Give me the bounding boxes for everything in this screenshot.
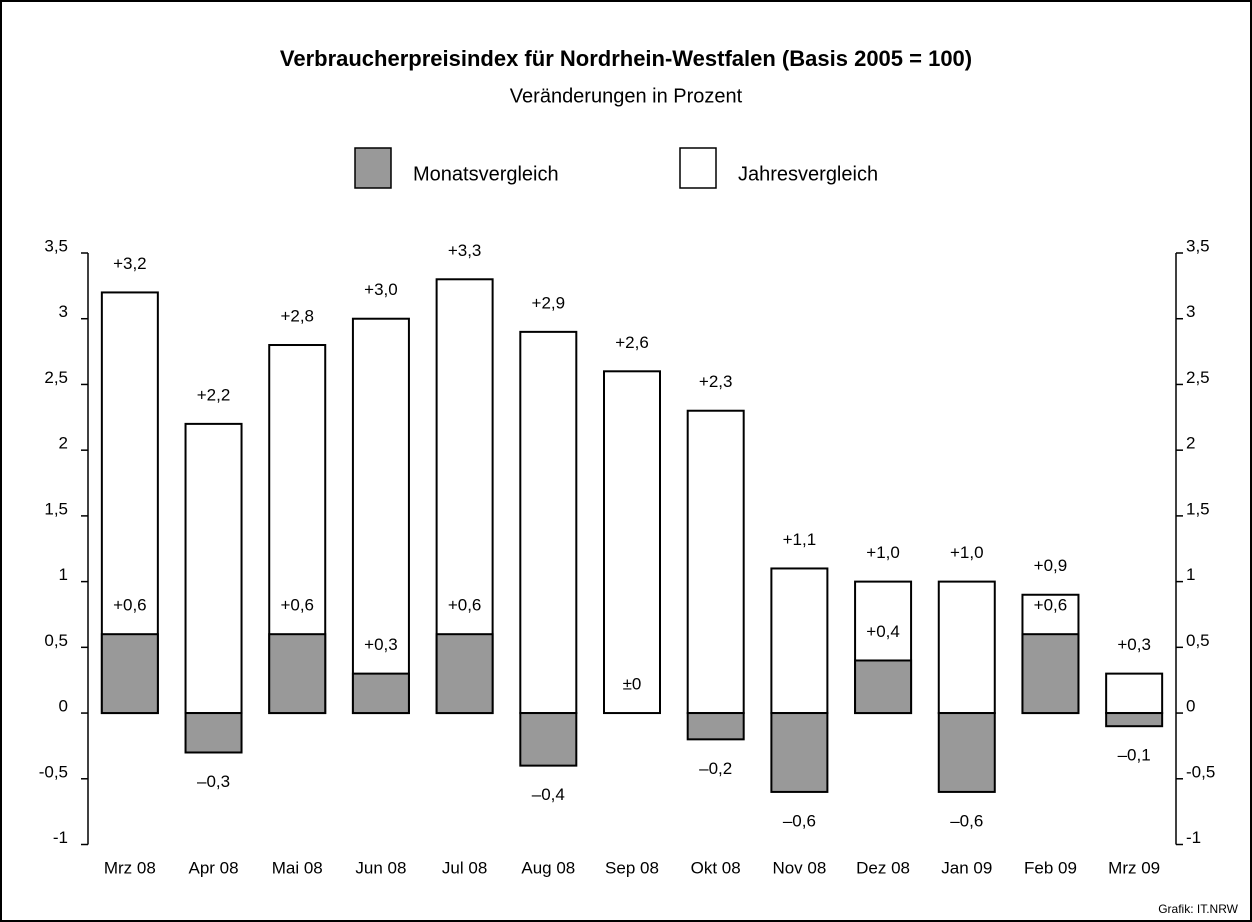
y-tick-label: 1,5 <box>44 499 68 518</box>
legend-label: Jahresvergleich <box>738 163 878 185</box>
value-label: ±0 <box>623 675 642 694</box>
bar <box>100 633 159 715</box>
bar <box>770 712 829 793</box>
value-label: +2,6 <box>615 333 649 352</box>
x-tick-label: Apr 08 <box>188 858 238 877</box>
bar <box>686 712 745 741</box>
value-label: +2,8 <box>280 306 314 325</box>
x-tick-label: Sep 08 <box>605 858 659 877</box>
x-tick-label: Mai 08 <box>272 858 323 877</box>
bar <box>184 712 243 754</box>
x-tick-label: Mrz 08 <box>104 858 156 877</box>
legend-swatch <box>679 147 717 189</box>
y-tick-label: 0,5 <box>44 631 68 650</box>
bar <box>1021 633 1080 715</box>
y-tick-label: 2 <box>59 434 68 453</box>
y2-tick-label: 1,5 <box>1186 499 1210 518</box>
y-tick-label: 2,5 <box>44 368 68 387</box>
bar <box>351 317 410 715</box>
y2-tick-label: 0,5 <box>1186 631 1210 650</box>
legend-swatch <box>354 147 392 189</box>
value-label: +3,0 <box>364 280 398 299</box>
bar <box>519 330 578 715</box>
y-tick-label: 1 <box>59 565 68 584</box>
value-label: +1,0 <box>866 543 900 562</box>
value-label: –0,4 <box>532 785 565 804</box>
value-label: +0,6 <box>448 596 482 615</box>
value-label: +3,2 <box>113 254 147 273</box>
bar <box>351 672 410 715</box>
value-label: –0,6 <box>950 811 983 830</box>
value-label: –0,3 <box>197 772 230 791</box>
value-label: +0,3 <box>1117 635 1151 654</box>
y2-tick-label: -0,5 <box>1186 762 1215 781</box>
x-tick-label: Jul 08 <box>442 858 487 877</box>
y2-tick-label: 2 <box>1186 434 1195 453</box>
bar <box>603 370 661 715</box>
value-label: +0,6 <box>113 596 147 615</box>
y-tick-label: 0 <box>59 697 68 716</box>
value-label: +2,3 <box>699 372 733 391</box>
y-tick-label: -1 <box>53 828 68 847</box>
chart-title: Verbraucherpreisindex für Nordrhein-West… <box>280 46 972 71</box>
value-label: +0,9 <box>1034 556 1068 575</box>
source: Grafik: IT.NRW <box>1158 902 1238 916</box>
y2-tick-label: 1 <box>1186 565 1195 584</box>
value-label: –0,6 <box>783 811 816 830</box>
bar <box>937 712 996 793</box>
x-tick-label: Okt 08 <box>691 858 741 877</box>
bar <box>937 580 996 715</box>
bar <box>1105 712 1164 728</box>
x-tick-label: Mrz 09 <box>1108 858 1160 877</box>
y-tick-label: 3 <box>59 302 68 321</box>
bar <box>854 659 913 715</box>
bar <box>770 567 829 715</box>
value-label: +1,0 <box>950 543 984 562</box>
value-label: +1,1 <box>783 530 817 549</box>
y2-tick-label: 3 <box>1186 302 1195 321</box>
value-label: –0,2 <box>699 759 732 778</box>
y2-tick-label: 3,5 <box>1186 236 1210 255</box>
bar <box>1105 672 1164 715</box>
y-tick-label: 3,5 <box>44 236 68 255</box>
value-label: +0,6 <box>280 596 314 615</box>
x-tick-label: Dez 08 <box>856 858 910 877</box>
value-label: +2,2 <box>197 385 231 404</box>
bar <box>268 633 327 715</box>
value-label: +2,9 <box>532 293 566 312</box>
y2-tick-label: 0 <box>1186 697 1195 716</box>
legend-label: Monatsvergleich <box>413 163 559 185</box>
bar <box>435 633 494 715</box>
value-label: +0,6 <box>1034 596 1068 615</box>
bar <box>686 409 745 715</box>
y2-tick-label: -1 <box>1186 828 1201 847</box>
y2-tick-label: 2,5 <box>1186 368 1210 387</box>
chart-subtitle: Veränderungen in Prozent <box>510 85 743 107</box>
x-tick-label: Nov 08 <box>772 858 826 877</box>
x-tick-label: Feb 09 <box>1024 858 1077 877</box>
value-label: +0,4 <box>866 622 900 641</box>
value-label: +3,3 <box>448 241 482 260</box>
value-label: +0,3 <box>364 635 398 654</box>
x-tick-label: Jun 08 <box>355 858 406 877</box>
x-tick-label: Jan 09 <box>941 858 992 877</box>
bar <box>519 712 578 767</box>
y-tick-label: -0,5 <box>39 762 68 781</box>
x-tick-label: Aug 08 <box>521 858 575 877</box>
bar <box>184 422 243 715</box>
value-label: –0,1 <box>1118 746 1151 765</box>
